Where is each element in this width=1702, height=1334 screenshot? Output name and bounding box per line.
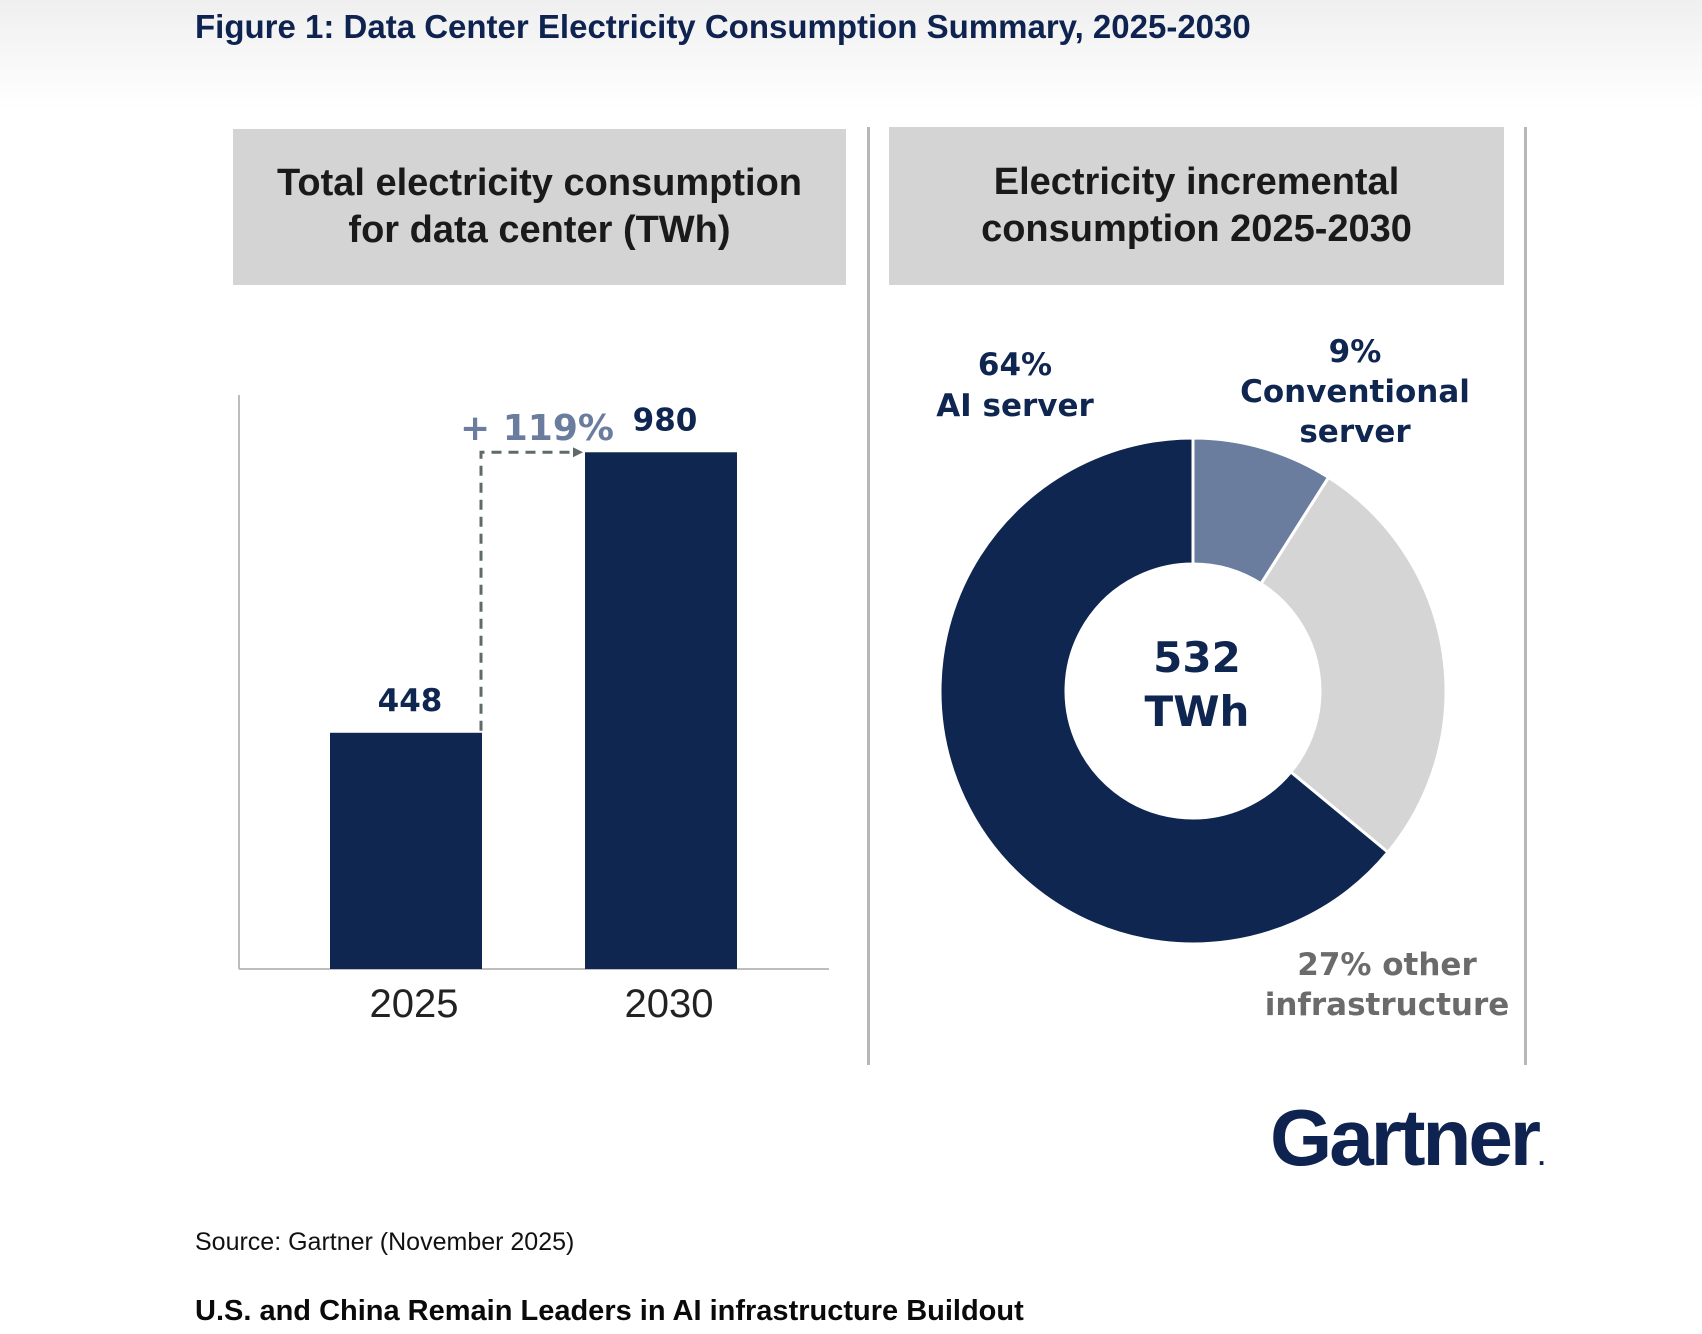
slice-label-line: server: [1299, 414, 1411, 450]
logo-dot: .: [1537, 1141, 1546, 1171]
slice-label-line: 64%: [978, 347, 1052, 383]
slice-label-line: AI server: [936, 388, 1094, 424]
gartner-logo: Gartner.: [1270, 1092, 1545, 1184]
donut-center-unit: TWh: [1145, 687, 1250, 736]
bar-value-label: 980: [633, 402, 698, 438]
source-note: Source: Gartner (November 2025): [195, 1228, 575, 1256]
slice-label-line: 9%: [1329, 334, 1382, 370]
donut-panel-header: Electricity incremental consumption 2025…: [889, 127, 1504, 285]
logo-wordmark: Gartner: [1270, 1093, 1541, 1182]
growth-annotation: + 119%: [460, 408, 614, 449]
bar-chart: 448 2025 980 2030 + 119%: [238, 395, 829, 1026]
donut-slice-ai-server: [938, 436, 1391, 946]
donut-chart: 532 TWh 9% Conventional server 27% other infra…: [936, 334, 1509, 1023]
slice-label-line: infrastructure: [1265, 987, 1510, 1023]
bar-2025: [330, 732, 482, 969]
panel-border-right: [1524, 127, 1527, 1065]
bar-chart-title: Total electricity consumption for data c…: [276, 162, 803, 251]
slice-label-line: Conventional: [1240, 374, 1470, 410]
bar-panel-header: Total electricity consumption for data c…: [233, 129, 846, 285]
slice-label-conventional-server: 9% Conventional server: [1240, 334, 1470, 450]
bar-value-label: 448: [378, 683, 443, 719]
section-heading: U.S. and China Remain Leaders in AI infr…: [195, 1295, 1024, 1327]
donut-slice-other-infrastructure: [1258, 475, 1448, 855]
slice-label-other-infrastructure: 27% other infrastructure: [1265, 947, 1510, 1023]
donut-chart-title: Electricity incremental consumption 2025…: [981, 161, 1412, 250]
slice-label-line: 27% other: [1297, 947, 1477, 983]
x-tick-label: 2030: [625, 982, 714, 1026]
x-tick-label: 2025: [370, 982, 459, 1026]
donut-center-value: 532: [1153, 633, 1241, 682]
header-band: [0, 0, 1702, 110]
panel-divider: [867, 127, 870, 1065]
bar-2030: [585, 452, 737, 970]
figure-title: Figure 1: Data Center Electricity Consum…: [195, 8, 1251, 45]
slice-label-ai-server: 64% AI server: [936, 347, 1094, 424]
growth-arrow: [479, 447, 583, 731]
